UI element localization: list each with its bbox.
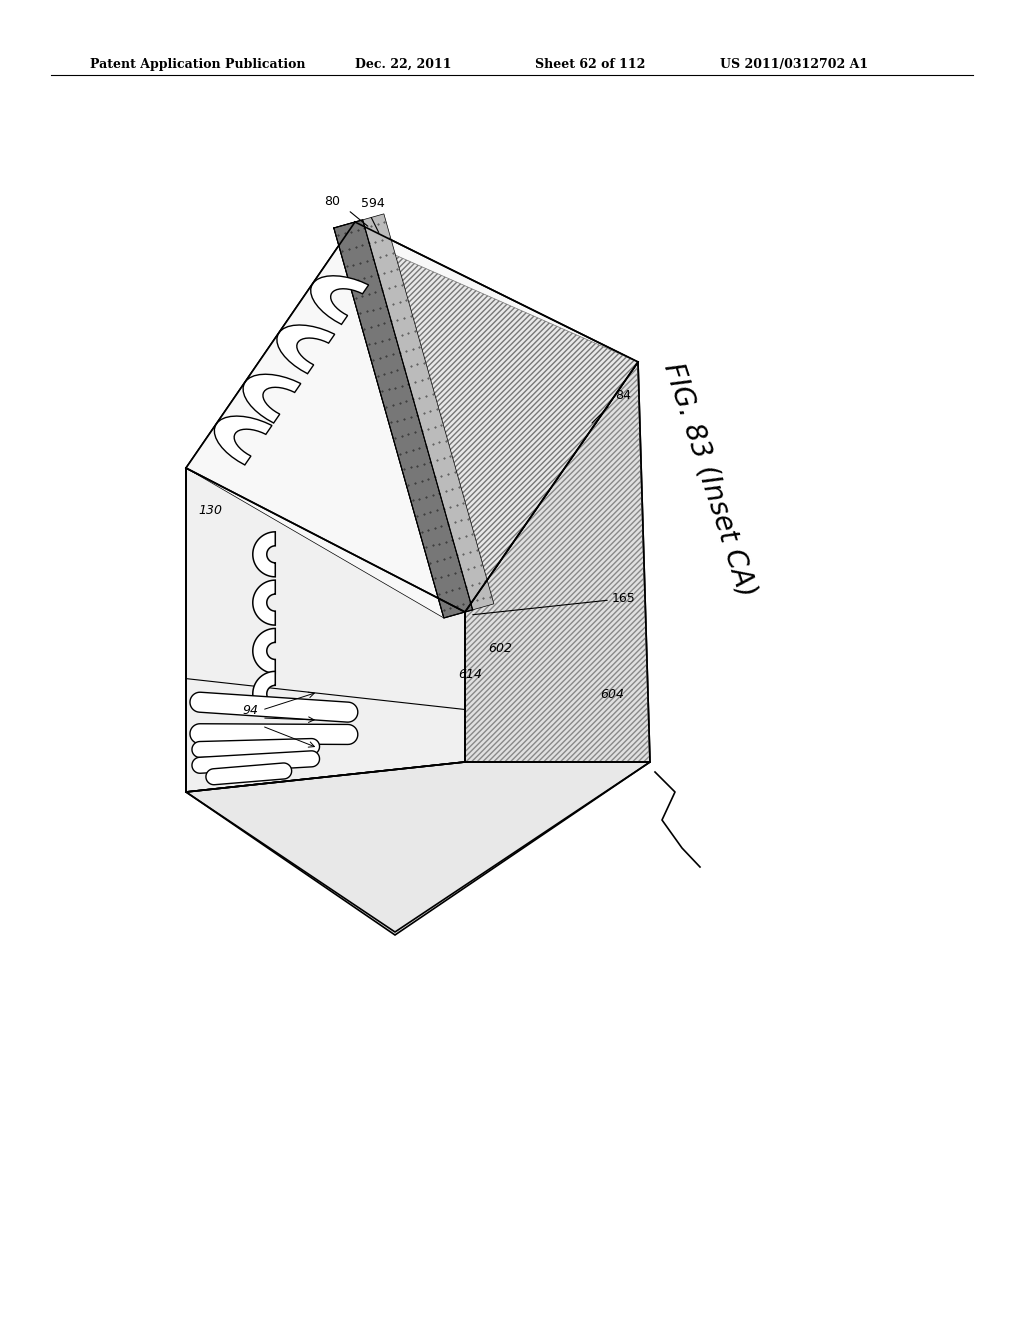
Text: 84: 84 <box>615 389 631 403</box>
Text: Dec. 22, 2011: Dec. 22, 2011 <box>355 58 452 71</box>
Text: Patent Application Publication: Patent Application Publication <box>90 58 305 71</box>
Polygon shape <box>206 763 292 784</box>
Text: 80: 80 <box>324 195 340 209</box>
Polygon shape <box>214 416 272 465</box>
Polygon shape <box>362 214 494 610</box>
Text: 602: 602 <box>488 642 512 655</box>
Polygon shape <box>190 723 357 744</box>
Polygon shape <box>253 532 275 577</box>
Polygon shape <box>276 325 335 374</box>
Polygon shape <box>465 362 650 762</box>
Polygon shape <box>243 374 301 422</box>
Polygon shape <box>186 222 443 618</box>
Polygon shape <box>253 672 275 717</box>
Text: 614: 614 <box>458 668 482 681</box>
Text: US 2011/0312702 A1: US 2011/0312702 A1 <box>720 58 868 71</box>
Polygon shape <box>191 751 319 774</box>
Polygon shape <box>253 579 275 626</box>
Text: Sheet 62 of 112: Sheet 62 of 112 <box>535 58 645 71</box>
Polygon shape <box>186 762 650 935</box>
Text: 130: 130 <box>198 503 222 516</box>
Text: FIG. 83 (Inset CA): FIG. 83 (Inset CA) <box>658 359 761 601</box>
Polygon shape <box>334 228 638 618</box>
Text: 604: 604 <box>600 689 624 701</box>
Text: 165: 165 <box>612 591 636 605</box>
Text: 94: 94 <box>242 704 258 717</box>
Polygon shape <box>186 469 465 792</box>
Polygon shape <box>186 222 638 612</box>
Polygon shape <box>334 220 473 618</box>
Polygon shape <box>191 739 319 758</box>
Polygon shape <box>253 628 275 673</box>
Polygon shape <box>189 692 357 722</box>
Text: 594: 594 <box>361 197 385 210</box>
Polygon shape <box>310 276 369 325</box>
